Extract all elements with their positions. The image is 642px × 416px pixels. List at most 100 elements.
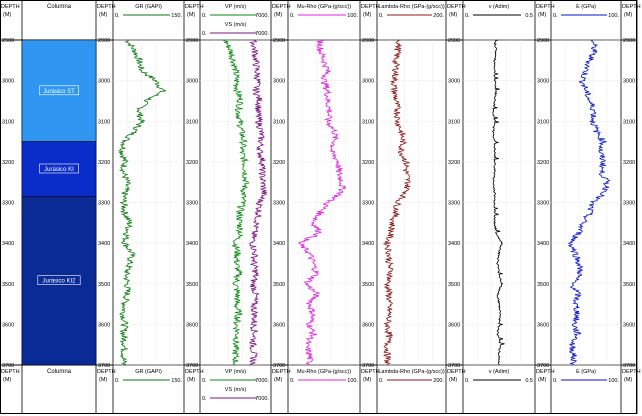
track-header-second-name: VS (m/s): [225, 22, 247, 28]
depth-tick-label: 3000: [537, 79, 549, 85]
depth-unit-label: (M): [363, 12, 371, 18]
track-footer-second-name: VS (m/s): [225, 387, 247, 393]
log-curve: [118, 39, 167, 366]
depth-unit-label: (M): [99, 12, 107, 18]
depth-tick-label: 2900: [98, 38, 110, 44]
depth-header-label: DEPTH: [185, 4, 204, 10]
zone-label: Jurásico KI2: [42, 279, 76, 285]
depth-tick-label: 3500: [98, 282, 110, 288]
depth-footer-unit: (M): [3, 377, 11, 383]
depth-tick-label: 3200: [98, 160, 110, 166]
depth-tick-label: 3400: [98, 241, 110, 247]
depth-unit-label: (M): [3, 12, 11, 18]
zone-label: Jurásico KI: [44, 167, 74, 173]
depth-tick-label: 3700: [537, 363, 549, 369]
zone-label-box: [39, 163, 79, 174]
depth-tick-label: 3400: [186, 241, 198, 247]
depth-tick-label: 2900: [448, 38, 460, 44]
depth-tick-label: 3500: [448, 282, 460, 288]
depth-tick-label: 3100: [537, 119, 549, 125]
depth-footer-unit: (M): [363, 377, 371, 383]
zone-label-box: [39, 85, 79, 96]
depth-tick-label: 3500: [2, 282, 14, 288]
track-footer-name: E (GPa): [576, 369, 596, 375]
depth-header-label: DEPTH: [97, 4, 116, 10]
depth-header-label: DEPTH: [361, 4, 380, 10]
depth-tick-label: 3000: [2, 79, 14, 85]
depth-header-label: DEPTH: [622, 4, 641, 10]
zone-band: [21, 141, 97, 197]
depth-tick-label: 3600: [98, 322, 110, 328]
track-footer-second-max: 7000.: [255, 396, 269, 402]
depth-tick-label: 3700: [98, 363, 110, 369]
track-footer-max: 100.: [608, 378, 619, 384]
zone-band: [21, 39, 97, 142]
depth-footer-label: DEPTH: [361, 369, 380, 375]
depth-header-label: DEPTH: [447, 4, 466, 10]
depth-tick-label: 2900: [537, 38, 549, 44]
log-curve: [249, 39, 268, 366]
zone-label: Jurásico ST: [43, 89, 75, 95]
depth-tick-label: 3100: [623, 119, 635, 125]
depth-header-label: DEPTH: [536, 4, 555, 10]
depth-tick-label: 3200: [2, 160, 14, 166]
track-header-min: 0.: [202, 13, 207, 19]
track-footer-max: 7000.: [255, 378, 269, 384]
log-curve: [567, 39, 611, 366]
depth-tick-label: 2900: [2, 38, 14, 44]
track-header-name: VP (m/s): [225, 4, 246, 10]
depth-footer-unit: (M): [624, 377, 632, 383]
depth-footer-label: DEPTH: [447, 369, 466, 375]
depth-tick-label: 3600: [623, 322, 635, 328]
track-header-min: 0.: [379, 13, 384, 19]
track-footer-min: 0.: [553, 378, 558, 384]
depth-footer-unit: (M): [449, 377, 457, 383]
track-header-min: 0.: [290, 13, 295, 19]
depth-tick-label: 3300: [186, 201, 198, 207]
depth-tick-label: 3500: [362, 282, 374, 288]
depth-tick-label: 3000: [362, 79, 374, 85]
depth-tick-label: 3500: [623, 282, 635, 288]
depth-tick-label: 3400: [273, 241, 285, 247]
depth-tick-label: 3600: [273, 322, 285, 328]
track-footer-name: Lambda-Rho (GPa-(g/scc)): [378, 369, 444, 375]
depth-footer-label: DEPTH: [622, 369, 641, 375]
depth-unit-label: (M): [449, 12, 457, 18]
depth-tick-label: 3200: [623, 160, 635, 166]
depth-tick-label: 3700: [273, 363, 285, 369]
track-header-max: 100.: [608, 13, 619, 19]
depth-tick-label: 2900: [362, 38, 374, 44]
track-header-min: 0.: [553, 13, 558, 19]
depth-tick-label: 3700: [186, 363, 198, 369]
depth-tick-label: 3200: [537, 160, 549, 166]
track-footer-name: Mu-Rho (GPa-(g/scc)): [297, 369, 351, 375]
depth-footer-label: DEPTH: [536, 369, 555, 375]
depth-footer-unit: (M): [187, 377, 195, 383]
depth-footer-label: DEPTH: [97, 369, 116, 375]
track-header-name: GR (GAPI): [135, 4, 162, 10]
depth-tick-label: 3300: [448, 201, 460, 207]
depth-tick-label: 3400: [623, 241, 635, 247]
track-header-max: 7000.: [255, 13, 269, 19]
track-header-max: 0.5: [525, 13, 533, 19]
track-footer-min: 0.: [379, 378, 384, 384]
depth-footer-unit: (M): [538, 377, 546, 383]
depth-tick-label: 3000: [623, 79, 635, 85]
depth-footer-label: DEPTH: [1, 369, 20, 375]
track-footer-max: 0.5: [525, 378, 533, 384]
track-footer-min: 0.: [465, 378, 470, 384]
depth-tick-label: 3000: [98, 79, 110, 85]
track-footer-max: 100.: [347, 378, 358, 384]
depth-tick-label: 3700: [623, 363, 635, 369]
zone-label-box: [37, 275, 81, 286]
depth-tick-label: 3300: [273, 201, 285, 207]
track-header-name: Lambda-Rho (GPa-(g/scc)): [378, 4, 444, 10]
depth-tick-label: 3700: [362, 363, 374, 369]
track-header-name: Mu-Rho (GPa-(g/scc)): [297, 4, 351, 10]
track-header-second-max: 7000.: [255, 31, 269, 37]
track-footer-max: 200.: [433, 378, 444, 384]
track-header-min: 0.: [115, 13, 120, 19]
